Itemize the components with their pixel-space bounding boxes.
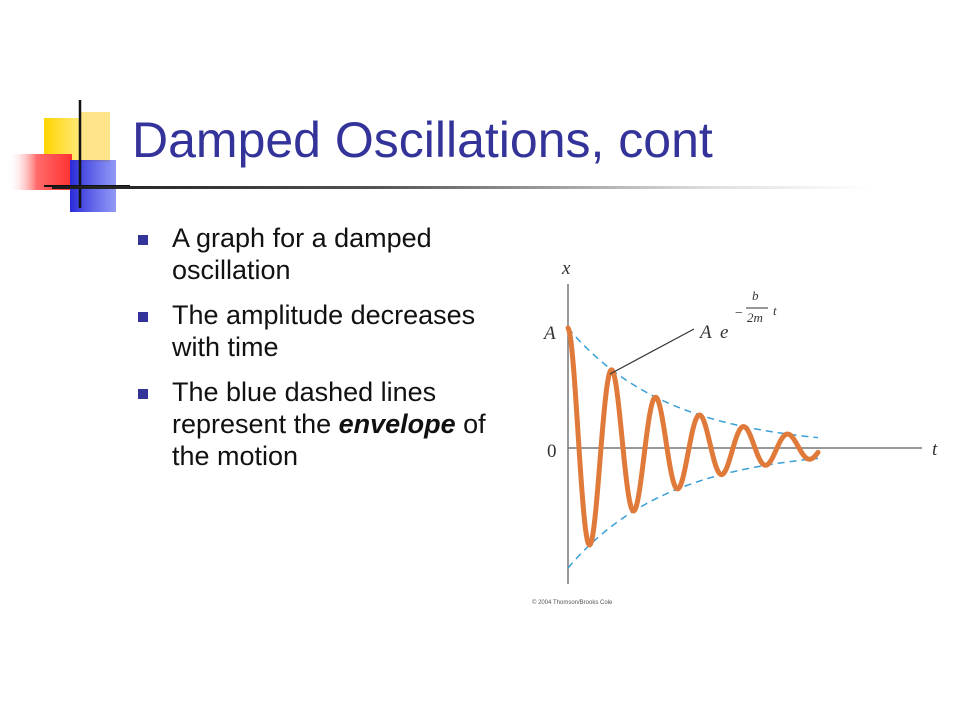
bullet-list: A graph for a damped oscillation The amp… [134, 222, 514, 485]
amplitude-label: A [542, 323, 556, 344]
bullet-item: The blue dashed lines represent the enve… [134, 376, 514, 472]
damped-oscillation-diagram: x t A 0 A e − b 2m t © 2004 Thomson/Broo… [532, 258, 938, 606]
title-rule [52, 186, 872, 189]
formula-denominator: 2m [747, 310, 763, 325]
square-bullet-icon [138, 389, 148, 399]
slide-title: Damped Oscillations, cont [132, 112, 713, 168]
formula-base: e [720, 322, 728, 343]
formula-numerator: b [752, 288, 759, 303]
y-axis-label: x [561, 258, 571, 279]
x-axis-label: t [932, 439, 938, 460]
bullet-text: A graph for a damped oscillation [172, 223, 432, 285]
formula-coefficient: A [698, 322, 712, 343]
formula-minus: − [735, 306, 743, 321]
bullet-text-pre: The blue dashed lines represent the [172, 377, 437, 439]
bullet-emphasis: envelope [338, 409, 456, 439]
envelope-formula: A e − b 2m t [698, 288, 777, 343]
formula-variable: t [773, 303, 777, 318]
bullet-item: The amplitude decreases with time [134, 299, 514, 363]
bullet-text: The amplitude decreases with time [172, 300, 476, 362]
bullet-item: A graph for a damped oscillation [134, 222, 514, 286]
square-bullet-icon [138, 312, 148, 322]
origin-label: 0 [547, 441, 557, 462]
lower-envelope [567, 457, 819, 569]
copyright-notice: © 2004 Thomson/Brooks Cole [532, 599, 613, 606]
damped-oscillation-curve [565, 325, 821, 548]
formula-pointer-line [609, 328, 695, 375]
square-bullet-icon [138, 235, 148, 245]
bullet-text-post: of the motion [172, 409, 486, 471]
